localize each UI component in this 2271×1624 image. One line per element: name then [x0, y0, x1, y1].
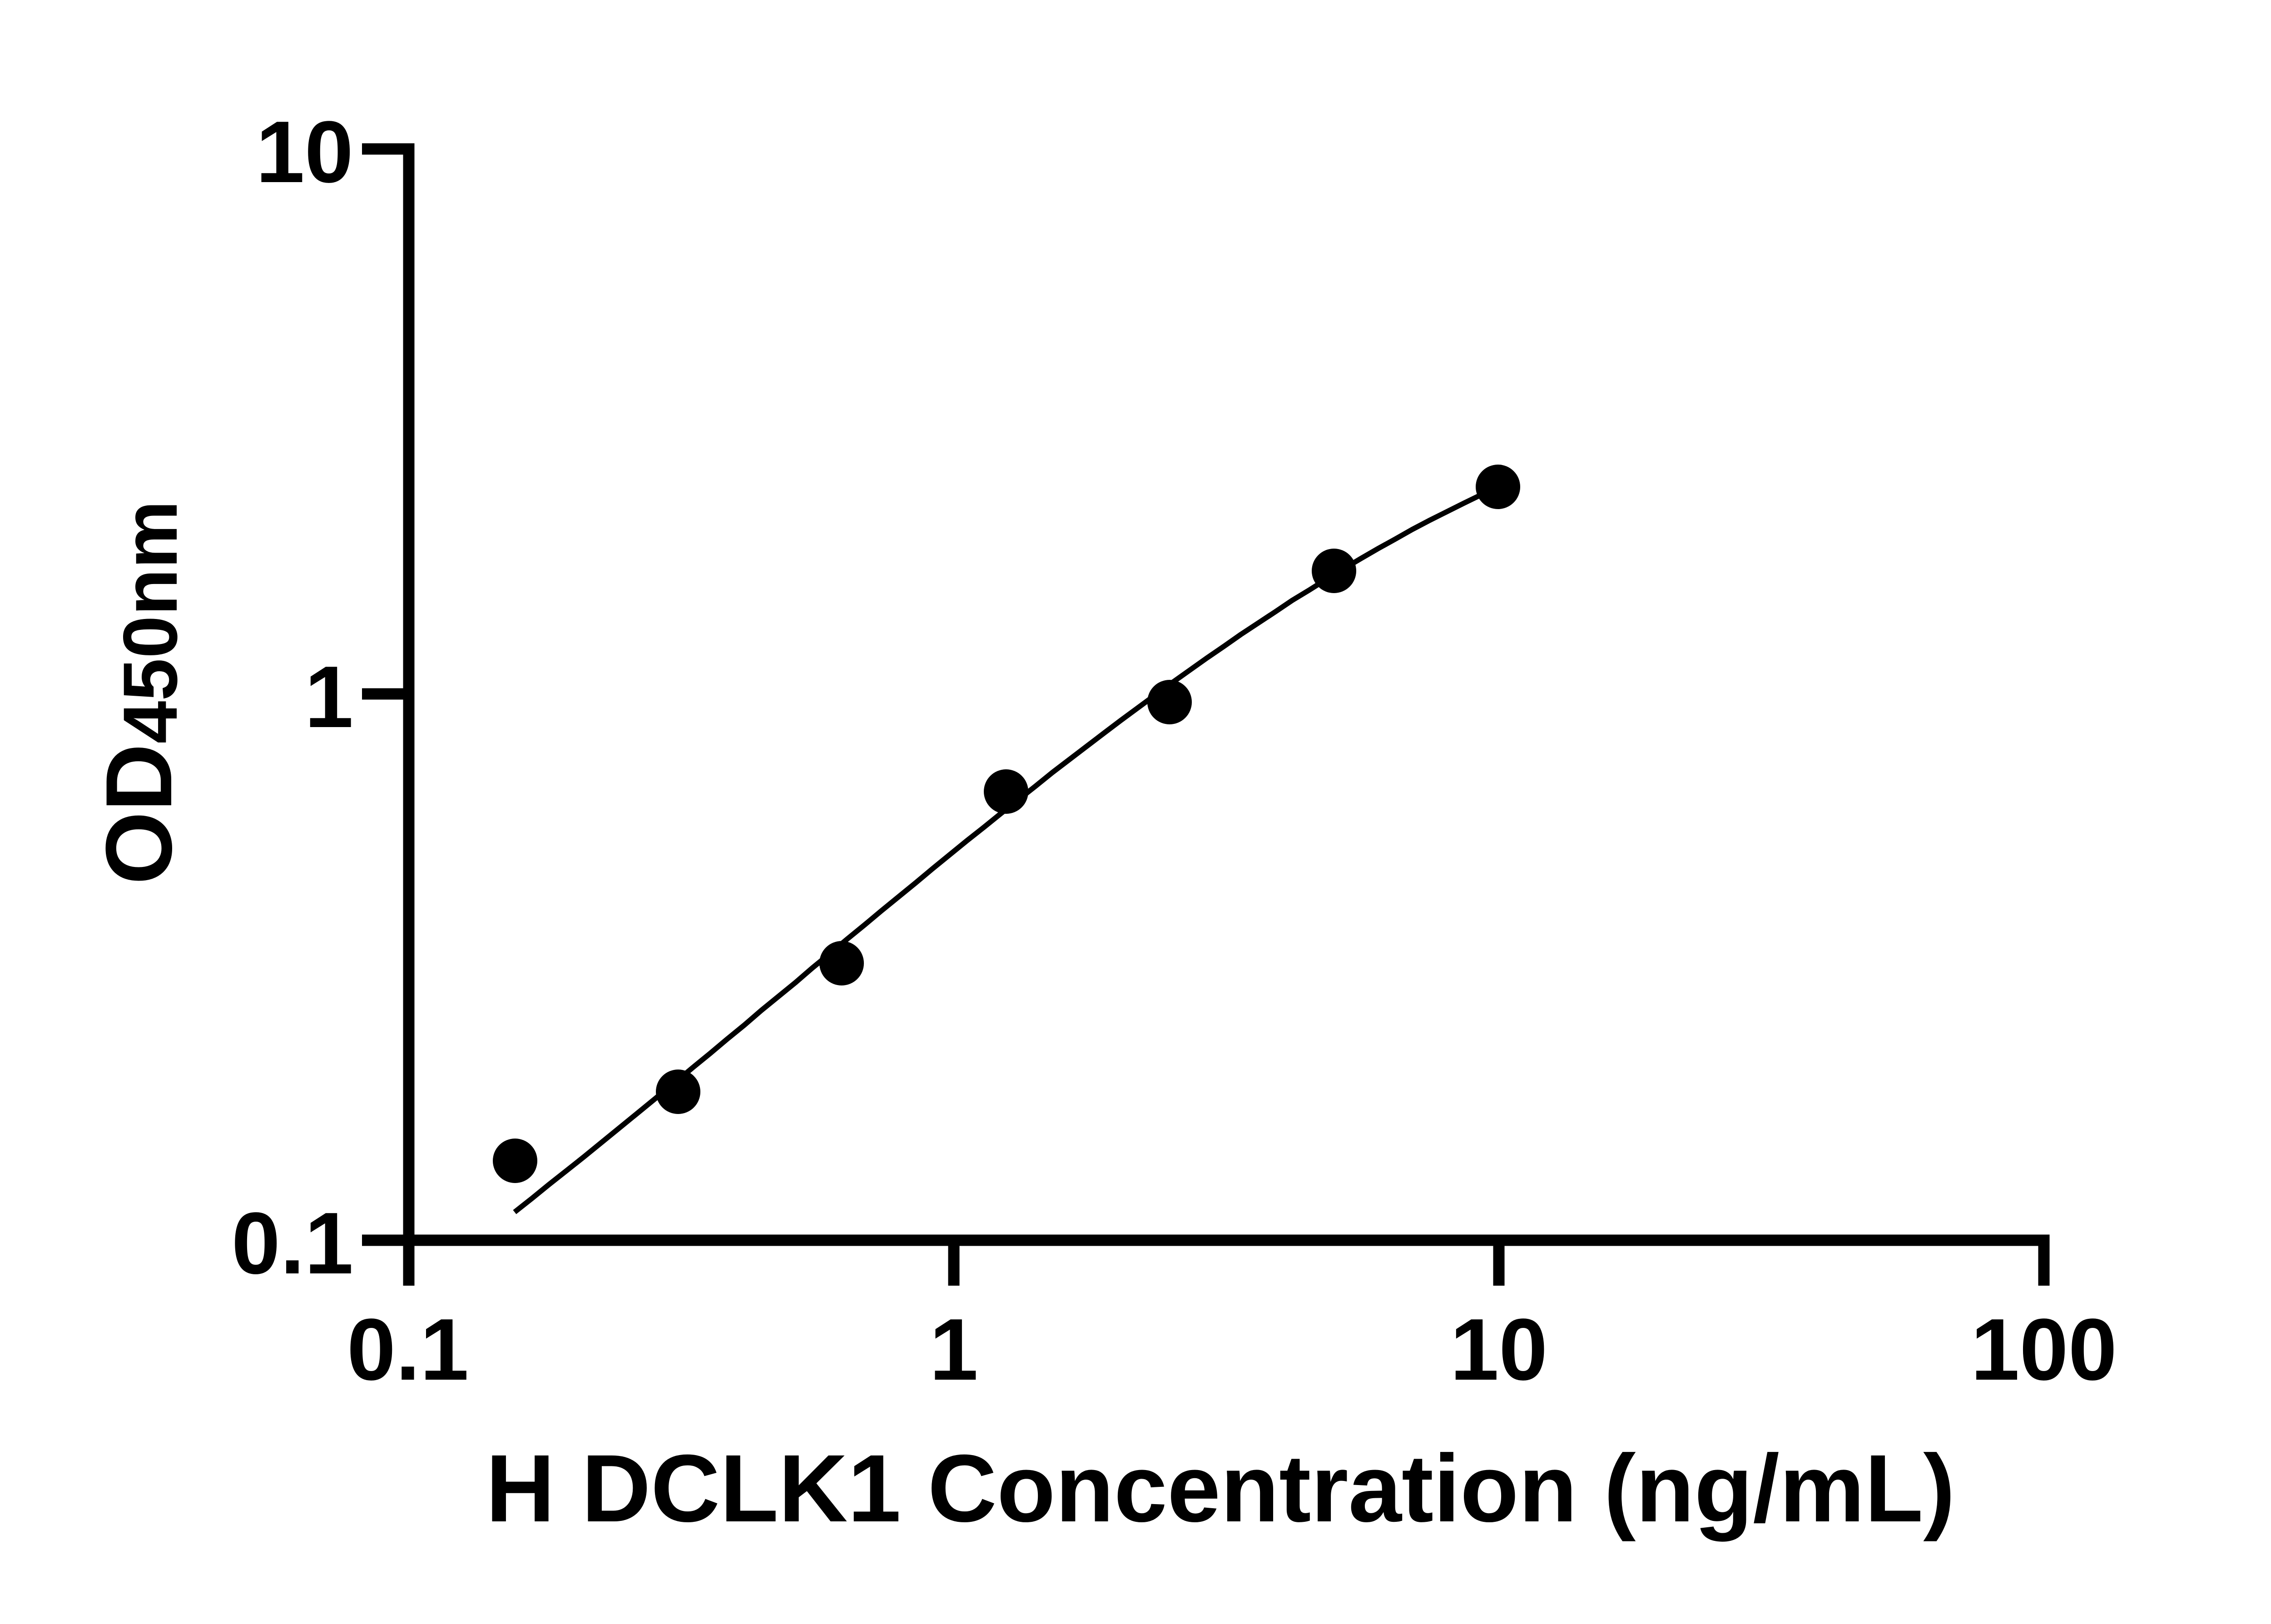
- svg-text:H DCLK1 Concentration (ng/mL): H DCLK1 Concentration (ng/mL): [486, 1435, 1955, 1542]
- svg-text:1: 1: [305, 648, 353, 746]
- svg-text:0.1: 0.1: [347, 1300, 469, 1398]
- svg-text:100: 100: [1971, 1300, 2117, 1398]
- svg-text:1: 1: [929, 1300, 978, 1398]
- svg-text:0.1: 0.1: [232, 1194, 353, 1292]
- svg-text:10: 10: [1450, 1300, 1548, 1398]
- svg-text:OD450nm: OD450nm: [86, 500, 193, 885]
- svg-text:10: 10: [256, 103, 353, 201]
